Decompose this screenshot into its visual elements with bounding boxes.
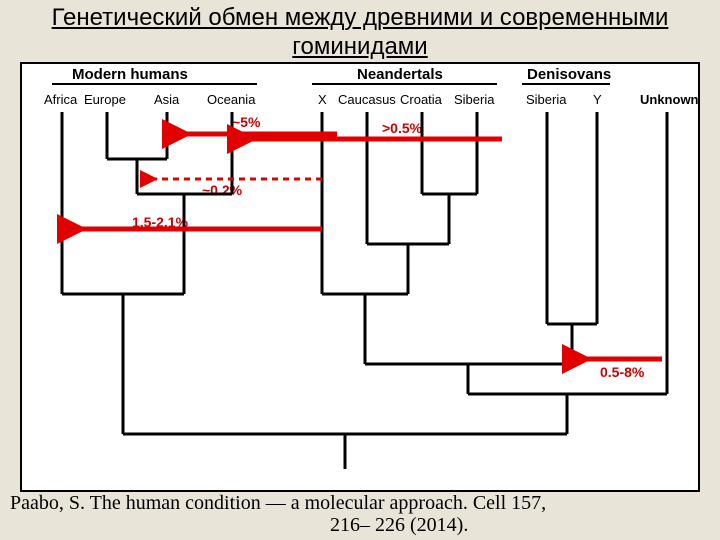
phylo-tree-svg [22,64,702,494]
citation-line1: Paabo, S. The human condition — a molecu… [10,492,546,514]
page-title: Генетический обмен между древними и совр… [0,0,720,64]
citation: Paabo, S. The human condition — a molecu… [10,492,546,536]
phylo-diagram: Modern humans Neandertals Denisovans Afr… [20,62,700,492]
citation-line2: 216– 226 (2014). [10,514,468,536]
